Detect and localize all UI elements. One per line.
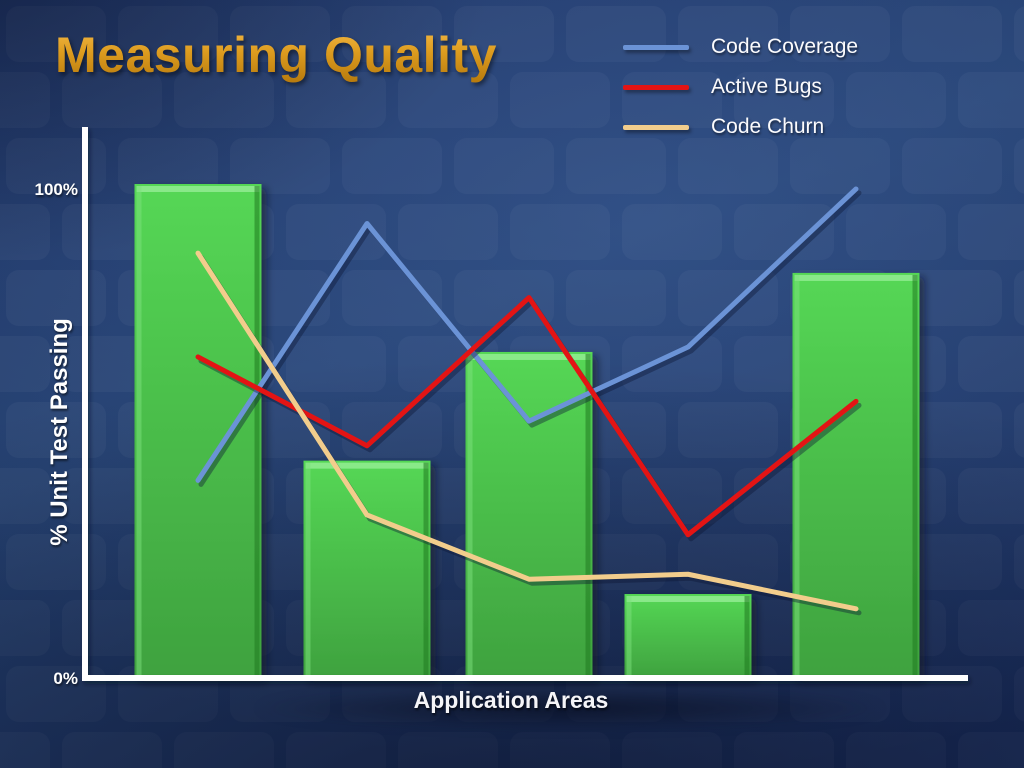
legend-label: Code Churn	[711, 115, 825, 138]
code-coverage-line-swatch	[623, 44, 689, 50]
legend-item-code-churn: Code Churn	[623, 107, 858, 147]
bar-area-3	[465, 351, 593, 678]
x-axis-title: Application Areas	[413, 687, 609, 713]
slide-title: Measuring Quality	[55, 27, 497, 83]
legend-item-code-coverage: Code Coverage	[623, 27, 858, 67]
bar-area-2	[303, 460, 431, 678]
bar-area-4	[624, 594, 752, 678]
bar-area-1	[134, 184, 262, 678]
line-active-bugs	[195, 295, 862, 542]
line-code-churn	[195, 250, 862, 616]
bar-area-5	[792, 272, 920, 678]
y-axis-tick-100: 100%	[34, 180, 78, 199]
legend-label: Code Coverage	[711, 35, 859, 58]
y-axis-tick-0: 0%	[53, 669, 78, 688]
axes	[82, 127, 968, 681]
active-bugs-line-swatch	[623, 84, 689, 90]
legend-label: Active Bugs	[711, 75, 822, 98]
y-axis-title: % Unit Test Passing	[46, 318, 73, 546]
chart-legend: Code Coverage Active Bugs Code Churn	[623, 27, 858, 147]
code-churn-line-swatch	[623, 124, 689, 130]
legend-item-active-bugs: Active Bugs	[623, 67, 858, 107]
line-code-coverage	[195, 186, 862, 487]
plot-drop-shadow	[130, 686, 930, 742]
